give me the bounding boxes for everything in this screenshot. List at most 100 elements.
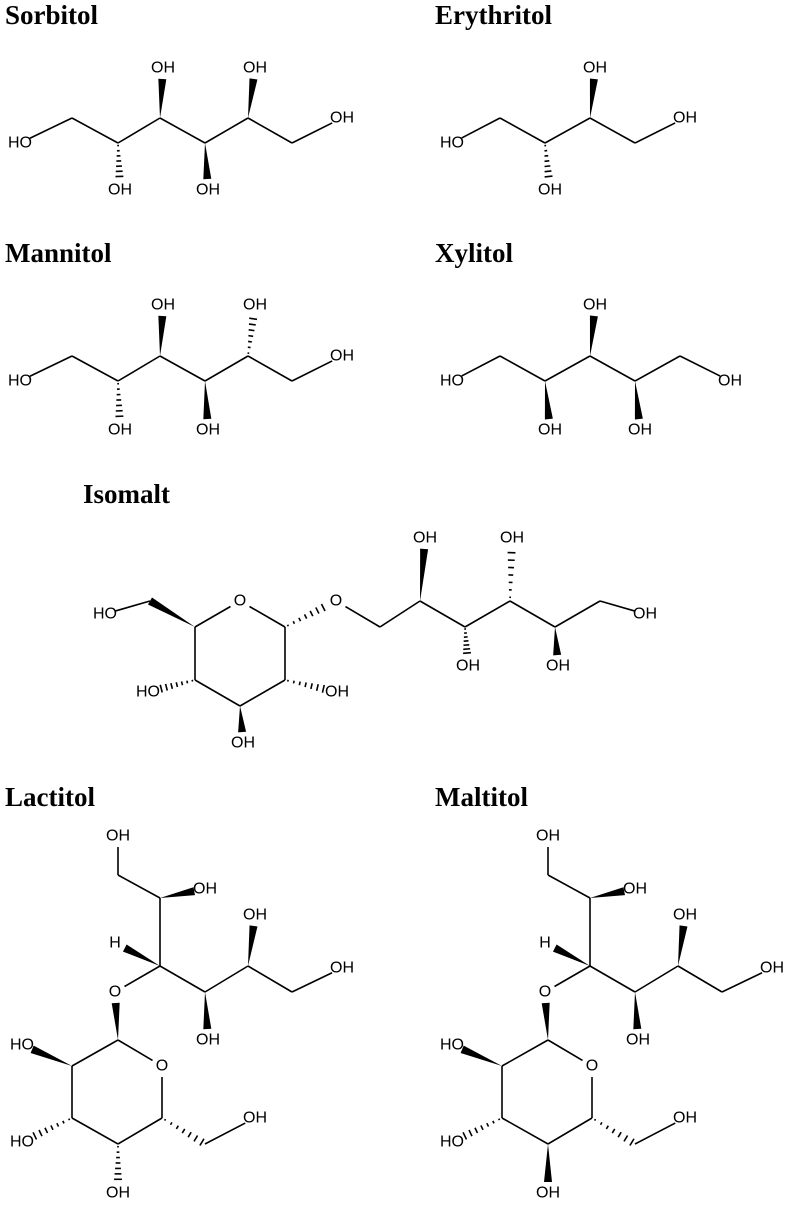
hash-bond: [298, 681, 301, 686]
hash-bond: [292, 680, 295, 684]
bond: [589, 355, 636, 382]
bond: [547, 874, 591, 899]
wedge-bond: [420, 548, 429, 601]
atom-label: OH: [673, 110, 697, 127]
bond: [345, 605, 381, 628]
atom-label: HO: [10, 1037, 34, 1054]
bond: [464, 600, 511, 628]
hash-bond: [315, 607, 320, 614]
wedge-bond: [122, 944, 160, 966]
atom-label: OH: [243, 60, 267, 77]
atom-label: O: [234, 593, 246, 610]
bond: [71, 355, 119, 382]
bond: [124, 965, 161, 988]
hash-bond: [170, 682, 174, 689]
atom-label: O: [330, 593, 342, 610]
bond: [29, 355, 73, 377]
wedge-bond: [589, 315, 598, 356]
bond: [461, 355, 501, 377]
bond: [554, 965, 591, 988]
atom-label: OH: [196, 182, 220, 199]
bond: [204, 355, 249, 382]
wedge-bond: [553, 627, 562, 656]
hash-bond: [486, 1122, 490, 1127]
hash-bond: [164, 683, 169, 691]
hash-bond: [247, 340, 252, 343]
molecule-name: Lactitol: [5, 782, 95, 812]
hash-bond: [310, 683, 313, 690]
bond: [247, 965, 293, 993]
hash-bond: [286, 624, 290, 627]
wedge-bond: [678, 925, 688, 966]
bond: [499, 117, 546, 144]
hash-bond: [175, 1125, 180, 1130]
bond: [239, 679, 286, 707]
bond: [291, 972, 333, 993]
bond: [547, 1117, 593, 1145]
atom-label: OH: [151, 60, 175, 77]
bond: [117, 1117, 163, 1145]
bond: [115, 600, 151, 612]
wedge-bond: [248, 78, 258, 118]
molecule-name: Isomalt: [83, 479, 170, 509]
atom-label: H: [109, 935, 121, 952]
hash-bond: [629, 1138, 635, 1146]
hash-bond: [180, 681, 184, 686]
bond: [589, 965, 636, 993]
bond: [554, 600, 601, 628]
bond: [71, 117, 119, 144]
bond: [117, 1039, 153, 1062]
atom-label: OH: [623, 881, 647, 898]
bond: [544, 355, 591, 382]
bond: [461, 117, 501, 139]
molecule: Sorbitol HO OH OH OH OH OH: [5, 0, 354, 199]
bond: [634, 355, 681, 382]
atom-label: OH: [673, 1110, 697, 1127]
bond: [194, 679, 241, 707]
atom-label: O: [586, 1058, 598, 1075]
hash-bond: [498, 1118, 501, 1121]
hash-bond: [249, 317, 258, 321]
bond: [291, 360, 333, 382]
wedge-bond: [111, 1002, 120, 1040]
hash-bond: [292, 620, 296, 625]
atom-label: HO: [440, 1037, 464, 1054]
hash-bond: [248, 323, 256, 326]
bond: [204, 1122, 246, 1145]
hash-bond: [248, 334, 254, 338]
hash-bond: [474, 1127, 479, 1134]
hash-bond: [315, 683, 319, 692]
bond: [117, 355, 161, 382]
atom-label: HO: [440, 135, 464, 152]
hash-bond: [462, 1131, 468, 1140]
atom-label: HO: [136, 684, 160, 701]
atom-label: OH: [718, 373, 742, 390]
wedge-bond: [590, 887, 625, 898]
bond: [29, 117, 73, 139]
atom-label: OH: [106, 828, 130, 845]
hash-bond: [187, 1131, 192, 1138]
atom-label: OH: [583, 297, 607, 314]
atom-label: OH: [243, 1110, 267, 1127]
atom-label: HO: [440, 373, 464, 390]
molecule: Isomalt HO O O OH OH OH OH OH HO OH OH: [83, 479, 657, 752]
hash-bond: [605, 1125, 610, 1130]
molecule-name: Mannitol: [5, 238, 112, 268]
hash-bond: [463, 647, 471, 651]
atom-label: OH: [106, 1185, 130, 1202]
atom-label: OH: [673, 907, 697, 924]
molecule-name: Maltitol: [435, 782, 528, 812]
hash-bond: [321, 684, 325, 693]
hash-bond: [320, 603, 326, 612]
wedge-bond: [460, 1045, 502, 1066]
hash-bond: [163, 1118, 167, 1122]
atom-label: OH: [626, 1032, 650, 1049]
bond: [634, 965, 679, 993]
wedge-bond: [633, 992, 642, 1030]
wedge-bond: [147, 597, 195, 627]
atom-label: OH: [456, 658, 480, 675]
atom-label: OH: [243, 297, 267, 314]
bond: [117, 874, 161, 899]
